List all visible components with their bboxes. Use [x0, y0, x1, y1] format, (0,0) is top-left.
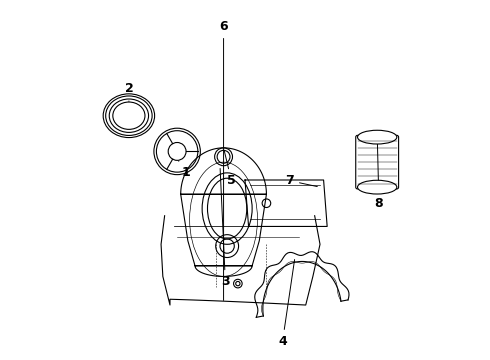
Text: 5: 5 — [224, 150, 236, 187]
Ellipse shape — [358, 130, 397, 144]
Text: 8: 8 — [375, 136, 383, 210]
Text: 2: 2 — [124, 82, 133, 102]
Text: 3: 3 — [220, 168, 230, 288]
Text: 7: 7 — [285, 174, 318, 187]
Text: 1: 1 — [178, 161, 191, 179]
Text: 6: 6 — [219, 20, 228, 301]
FancyBboxPatch shape — [356, 135, 398, 189]
Text: 4: 4 — [278, 260, 294, 348]
Ellipse shape — [358, 180, 397, 194]
